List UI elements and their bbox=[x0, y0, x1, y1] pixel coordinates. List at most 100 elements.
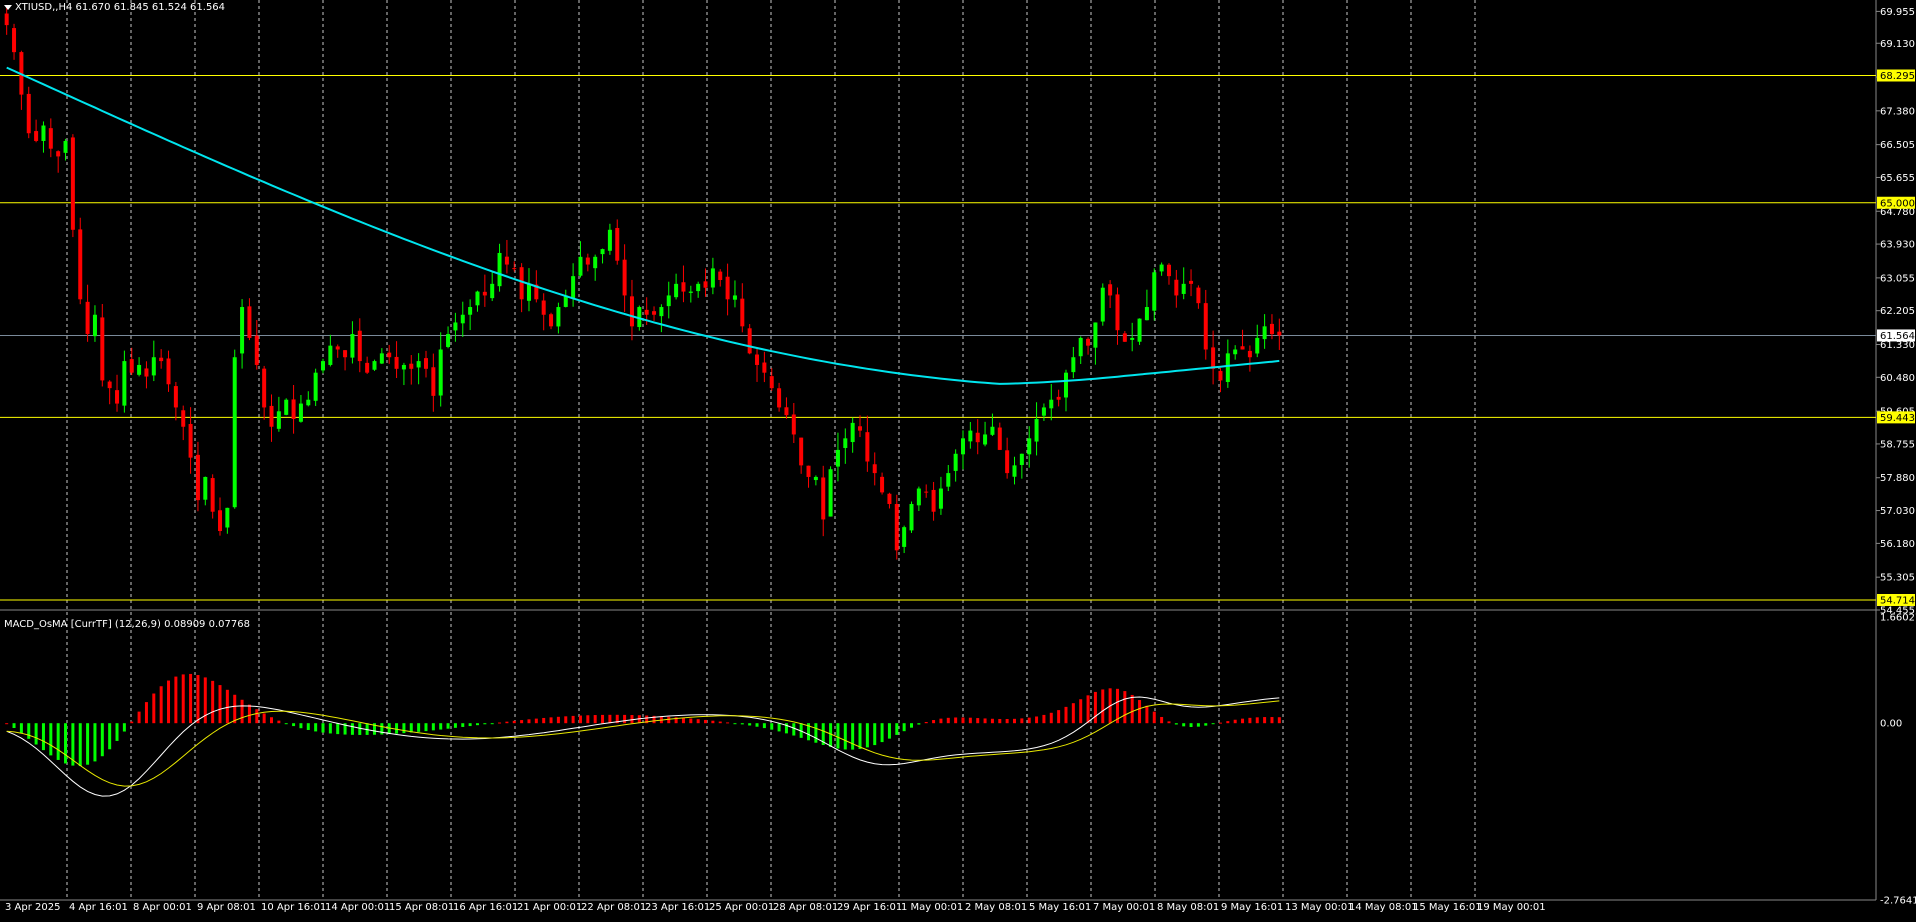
macd-histogram-bar bbox=[284, 723, 288, 725]
macd-histogram-bar bbox=[910, 723, 914, 728]
symbol-header: XTIUSD,,H4 61.670 61.845 61.524 61.564 bbox=[4, 2, 225, 13]
candle-body bbox=[210, 478, 215, 512]
macd-histogram-bar bbox=[895, 723, 899, 735]
macd-histogram-bar bbox=[711, 720, 715, 724]
macd-tick-label: -2.76411 bbox=[1880, 896, 1916, 907]
macd-histogram-bar bbox=[726, 722, 730, 724]
macd-histogram-bar bbox=[784, 723, 788, 734]
macd-histogram-bar bbox=[218, 685, 222, 724]
candle-body bbox=[446, 334, 451, 347]
candle-body bbox=[762, 362, 767, 373]
candle-body bbox=[78, 229, 83, 300]
macd-histogram-bar bbox=[1101, 689, 1105, 724]
macd-histogram-bar bbox=[409, 723, 413, 733]
candle-body bbox=[453, 322, 458, 331]
time-tick-label: 13 May 00:01 bbox=[1285, 902, 1354, 913]
candle-body bbox=[4, 13, 9, 26]
macd-histogram-bar bbox=[1277, 717, 1281, 724]
candle-body bbox=[894, 504, 899, 551]
macd-histogram-bar bbox=[696, 719, 700, 724]
candle-body bbox=[607, 229, 612, 251]
candle-body bbox=[137, 364, 142, 375]
macd-histogram-bar bbox=[851, 723, 855, 750]
moving-average-line bbox=[6, 66, 1280, 385]
macd-histogram-bar bbox=[1226, 721, 1230, 724]
candle-body bbox=[938, 488, 943, 509]
macd-histogram-bar bbox=[762, 723, 766, 729]
macd-histogram-bar bbox=[549, 717, 553, 724]
macd-histogram-bar bbox=[130, 721, 134, 724]
candle-body bbox=[328, 345, 333, 365]
macd-histogram-bar bbox=[704, 719, 708, 724]
candle-body bbox=[365, 362, 370, 373]
candle-body bbox=[438, 349, 443, 396]
candle-body bbox=[26, 93, 31, 134]
macd-histogram-bar bbox=[645, 715, 649, 724]
candle-body bbox=[107, 381, 112, 389]
candle-body bbox=[34, 131, 39, 141]
price-tick-label: 56.180 bbox=[1880, 539, 1915, 550]
macd-histogram-bar bbox=[468, 723, 472, 727]
macd-histogram-bar bbox=[799, 723, 803, 738]
candle-body bbox=[173, 386, 178, 408]
candle-body bbox=[526, 283, 531, 301]
macd-histogram-bar bbox=[578, 715, 582, 724]
candle-body bbox=[188, 423, 193, 458]
candle-body bbox=[828, 469, 833, 517]
macd-histogram-bar bbox=[56, 723, 60, 760]
ohlc-label: 61.670 61.845 61.524 61.564 bbox=[75, 2, 226, 13]
macd-histogram-bar bbox=[1204, 723, 1208, 726]
macd-histogram-bar bbox=[314, 723, 318, 732]
price-tick-label: 58.755 bbox=[1880, 439, 1915, 450]
macd-histogram-bar bbox=[865, 723, 869, 748]
candle-body bbox=[681, 282, 686, 292]
macd-histogram-bar bbox=[189, 673, 193, 724]
candle-body bbox=[784, 407, 789, 416]
candle-body bbox=[1225, 353, 1230, 382]
macd-histogram-bar bbox=[807, 723, 811, 741]
candle-body bbox=[1078, 337, 1083, 357]
macd-histogram-bar bbox=[233, 694, 237, 724]
macd-histogram-bar bbox=[299, 723, 303, 729]
macd-histogram-bar bbox=[262, 713, 266, 724]
candle-body bbox=[975, 432, 980, 443]
dropdown-triangle-icon[interactable] bbox=[4, 4, 12, 10]
level-price-badge bbox=[1877, 593, 1915, 606]
macd-histogram-bar bbox=[1211, 723, 1215, 725]
macd-histogram-bar bbox=[1086, 695, 1090, 724]
macd-histogram-bar bbox=[601, 714, 605, 724]
candle-body bbox=[350, 334, 355, 358]
macd-histogram-bar bbox=[196, 675, 200, 724]
candle-body bbox=[232, 357, 237, 508]
macd-histogram-bar bbox=[1218, 722, 1222, 724]
macd-histogram-bar bbox=[792, 723, 796, 736]
candle-body bbox=[821, 477, 826, 520]
time-tick-label: 3 Apr 2025 bbox=[5, 902, 60, 913]
candle-body bbox=[652, 311, 657, 315]
macd-histogram-bar bbox=[1057, 710, 1061, 724]
candle-body bbox=[166, 358, 171, 385]
indicator-header: MACD_OsMA [CurrTF] (12,26,9) 0.08909 0.0… bbox=[4, 619, 250, 630]
candle-body bbox=[85, 301, 90, 335]
candle-body bbox=[541, 300, 546, 315]
level-price-badge bbox=[1877, 411, 1915, 424]
candle-body bbox=[1063, 372, 1068, 398]
price-tick-label: 57.880 bbox=[1880, 473, 1915, 484]
macd-histogram-bar bbox=[652, 715, 656, 724]
candle-body bbox=[1115, 294, 1120, 331]
time-tick-label: 21 Apr 00:01 bbox=[517, 902, 582, 913]
candle-body bbox=[578, 256, 583, 276]
candle-body bbox=[254, 335, 259, 365]
macd-histogram-bar bbox=[954, 717, 958, 724]
macd-histogram-bar bbox=[512, 720, 516, 724]
candle-body bbox=[1034, 419, 1039, 442]
candle-body bbox=[747, 328, 752, 354]
macd-histogram-bar bbox=[1160, 716, 1164, 724]
candle-body bbox=[563, 295, 568, 307]
candle-body bbox=[1211, 347, 1216, 369]
candle-body bbox=[1144, 307, 1149, 321]
candle-body bbox=[666, 295, 671, 307]
candle-body bbox=[549, 314, 554, 327]
